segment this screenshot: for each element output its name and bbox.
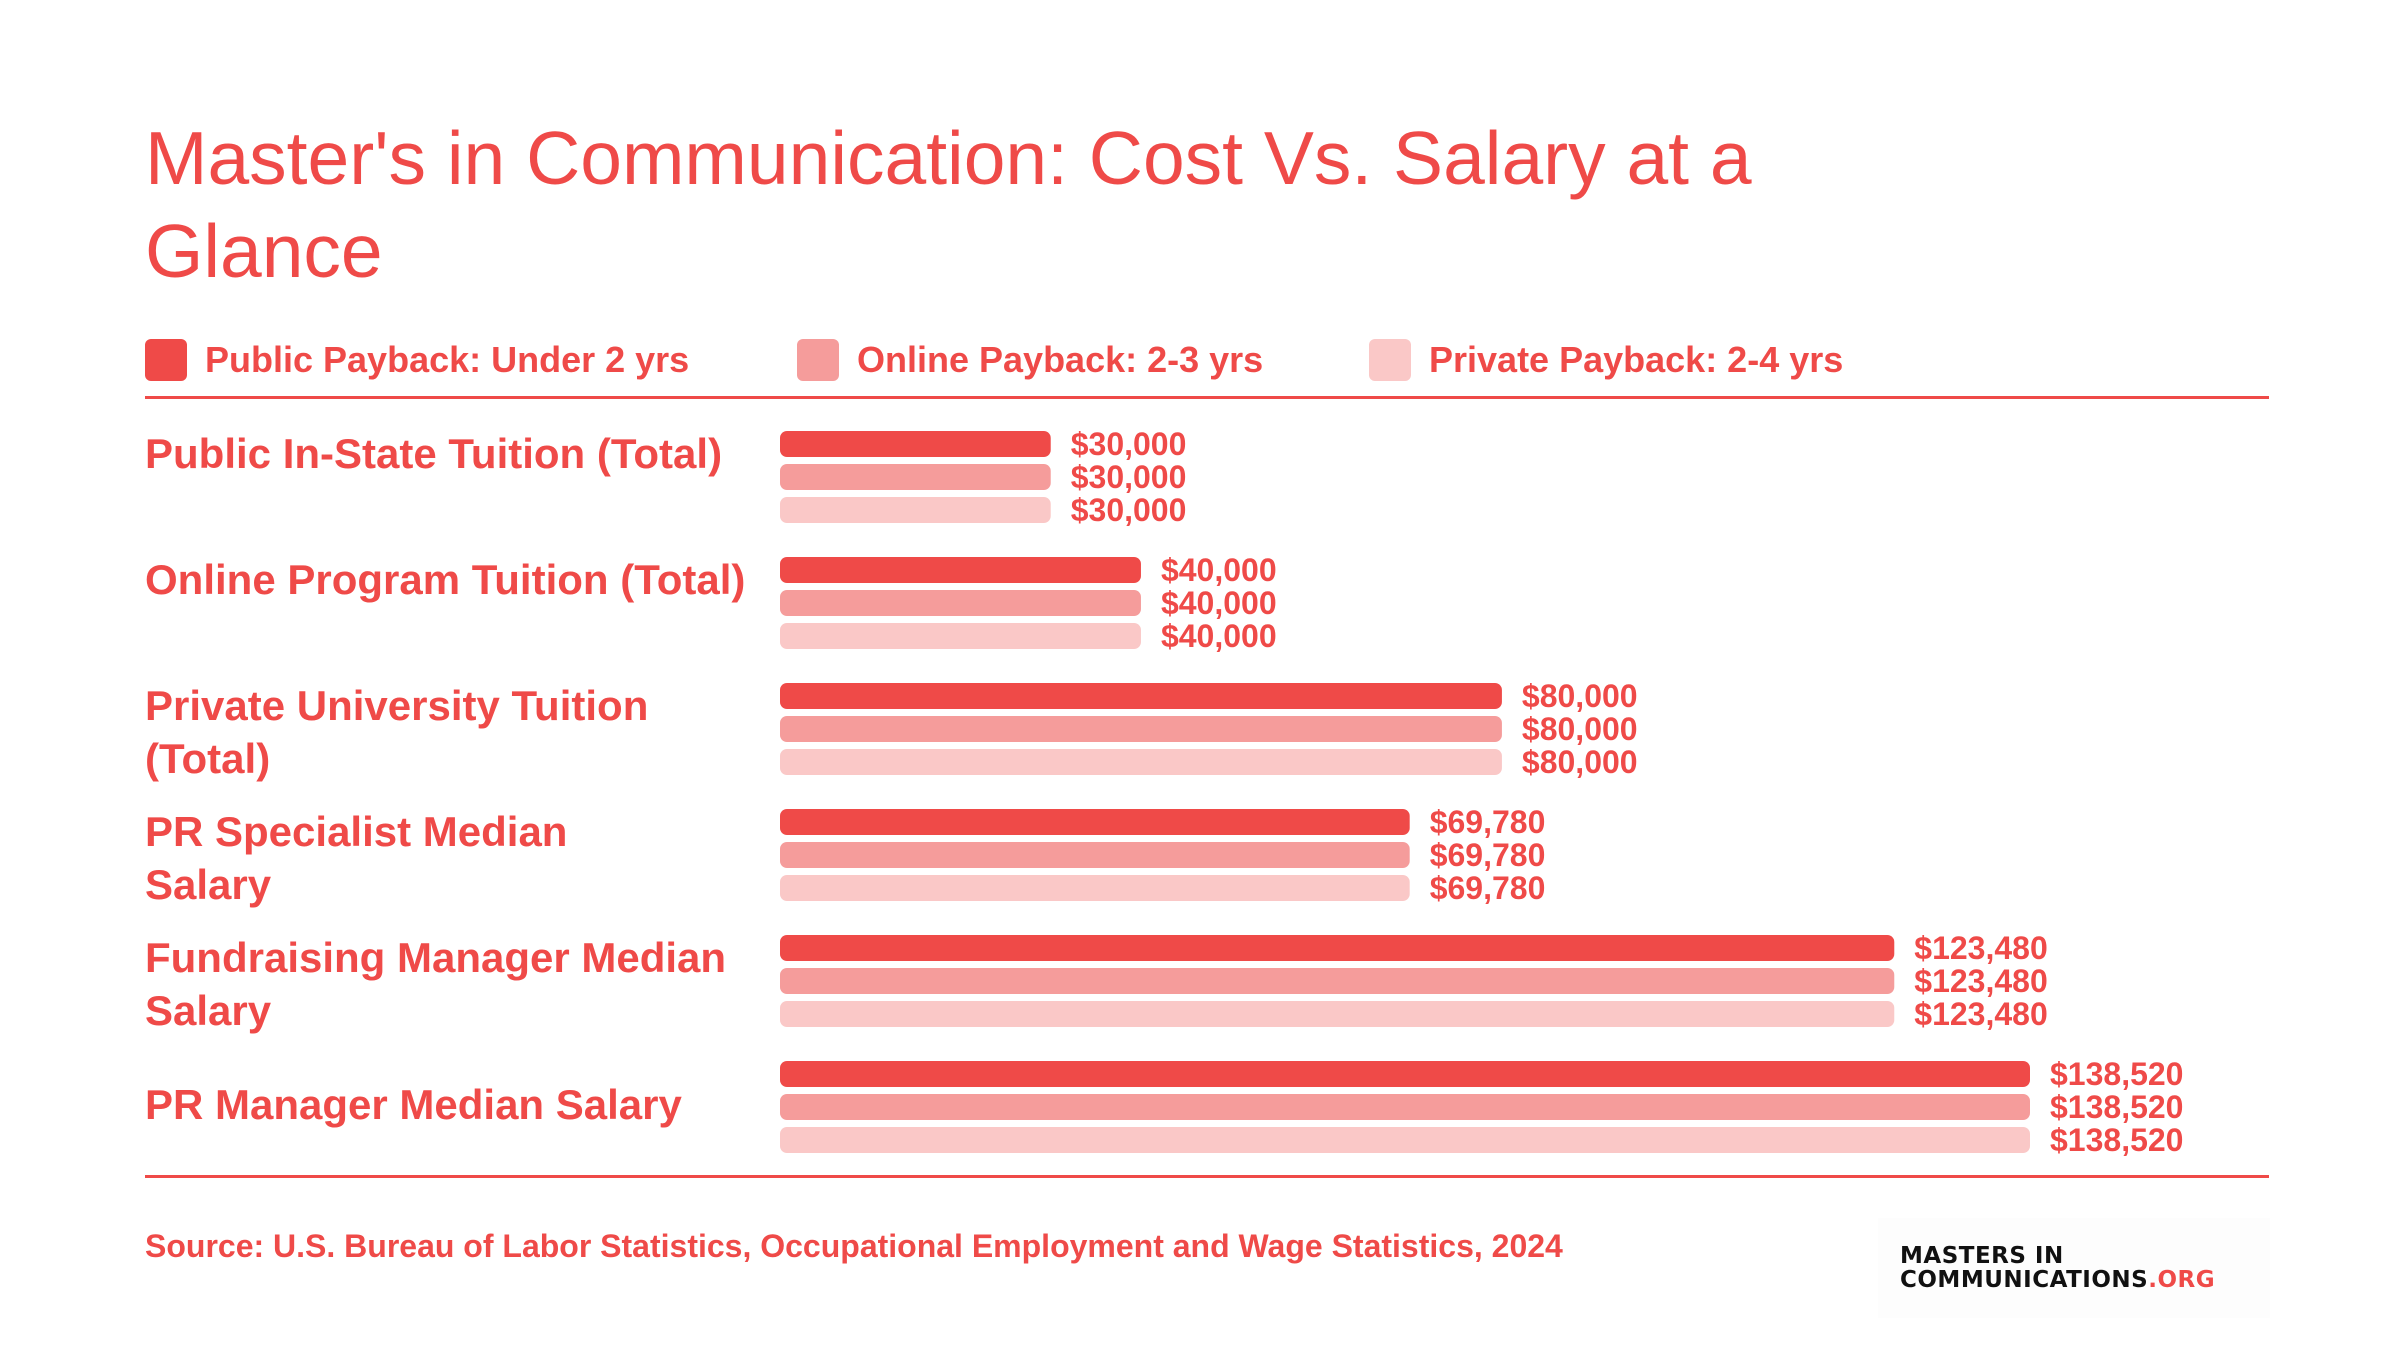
logo-suffix: .ORG	[2148, 1267, 2216, 1293]
source-note: Source: U.S. Bureau of Labor Statistics,…	[145, 1228, 1563, 1264]
bar-pr-manager-median-salary-series-2	[780, 1094, 2030, 1120]
category-label-fundraising-manager-median-salary: Fundraising Manager Median Salary	[145, 934, 727, 1034]
value-label-private-university-tuition-total-series-2: $80,000	[1522, 711, 1638, 747]
legend-item-online: Online Payback: 2-3 yrs	[797, 335, 1263, 385]
value-label-pr-specialist-median-salary-series-2: $69,780	[1430, 837, 1546, 873]
bar-fundraising-manager-median-salary-series-2	[780, 968, 1895, 994]
value-label-pr-manager-median-salary-series-2: $138,520	[2050, 1089, 2183, 1125]
bar-private-university-tuition-total-series-3	[780, 749, 1502, 775]
category-label-pr-specialist-median-salary: PR Specialist Median Salary	[145, 808, 568, 908]
value-label-fundraising-manager-median-salary-series-2: $123,480	[1914, 963, 2047, 999]
legend-swatch-online	[797, 339, 839, 381]
bar-pr-manager-median-salary-series-1	[780, 1061, 2030, 1087]
bar-fundraising-manager-median-salary-series-3	[780, 1001, 1895, 1027]
value-label-public-in-state-tuition-total-series-1: $30,000	[1071, 426, 1187, 462]
bar-private-university-tuition-total-series-1	[780, 683, 1502, 709]
value-label-online-program-tuition-total-series-2: $40,000	[1161, 585, 1277, 621]
value-label-fundraising-manager-median-salary-series-1: $123,480	[1914, 930, 2047, 966]
chart-title: Master's in Communication: Cost Vs. Sala…	[145, 116, 1752, 293]
bar-public-in-state-tuition-total-series-1	[780, 431, 1051, 457]
logo-line-1: MASTERS IN	[1900, 1243, 2064, 1269]
legend-swatch-private	[1369, 339, 1411, 381]
value-label-pr-manager-median-salary-series-1: $138,520	[2050, 1056, 2183, 1092]
value-label-public-in-state-tuition-total-series-2: $30,000	[1071, 459, 1187, 495]
value-label-private-university-tuition-total-series-3: $80,000	[1522, 744, 1638, 780]
logo-line-2: COMMUNICATIONS.ORG	[1900, 1268, 2270, 1292]
logo-word: COMMUNICATIONS	[1900, 1267, 2149, 1293]
category-label-pr-manager-median-salary: PR Manager Median Salary	[145, 1081, 682, 1128]
bar-public-in-state-tuition-total-series-3	[780, 497, 1051, 523]
value-label-private-university-tuition-total-series-1: $80,000	[1522, 678, 1638, 714]
value-label-fundraising-manager-median-salary-series-3: $123,480	[1914, 996, 2047, 1032]
category-label-public-in-state-tuition-total: Public In-State Tuition (Total)	[145, 430, 723, 477]
site-logo: MASTERS IN COMMUNICATIONS.ORG	[1878, 1218, 2270, 1318]
value-label-pr-specialist-median-salary-series-3: $69,780	[1430, 870, 1546, 906]
legend-label-public: Public Payback: Under 2 yrs	[205, 339, 690, 380]
value-label-public-in-state-tuition-total-series-3: $30,000	[1071, 492, 1187, 528]
legend-item-private: Private Payback: 2-4 yrs	[1369, 335, 1843, 385]
value-label-online-program-tuition-total-series-1: $40,000	[1161, 552, 1277, 588]
bar-pr-specialist-median-salary-series-1	[780, 809, 1410, 835]
value-label-pr-manager-median-salary-series-3: $138,520	[2050, 1122, 2183, 1158]
bar-pr-specialist-median-salary-series-2	[780, 842, 1410, 868]
legend-label-online: Online Payback: 2-3 yrs	[857, 339, 1264, 380]
legend-swatch-public	[145, 339, 187, 381]
category-label-online-program-tuition-total: Online Program Tuition (Total)	[145, 556, 746, 603]
bar-public-in-state-tuition-total-series-2	[780, 464, 1051, 490]
bottom-divider	[145, 1175, 2269, 1178]
category-label-private-university-tuition-total: Private University Tuition (Total)	[145, 682, 649, 782]
bar-fundraising-manager-median-salary-series-1	[780, 935, 1895, 961]
legend-item-public: Public Payback: Under 2 yrs	[145, 335, 689, 385]
bar-private-university-tuition-total-series-2	[780, 716, 1502, 742]
bar-online-program-tuition-total-series-2	[780, 590, 1141, 616]
bar-online-program-tuition-total-series-1	[780, 557, 1141, 583]
bar-online-program-tuition-total-series-3	[780, 623, 1141, 649]
top-divider	[145, 396, 2269, 399]
legend: Public Payback: Under 2 yrs Online Payba…	[0, 335, 2400, 385]
legend-label-private: Private Payback: 2-4 yrs	[1429, 339, 1844, 380]
value-label-pr-specialist-median-salary-series-1: $69,780	[1430, 804, 1546, 840]
value-label-online-program-tuition-total-series-3: $40,000	[1161, 618, 1277, 654]
bar-pr-specialist-median-salary-series-3	[780, 875, 1410, 901]
bar-pr-manager-median-salary-series-3	[780, 1127, 2030, 1153]
